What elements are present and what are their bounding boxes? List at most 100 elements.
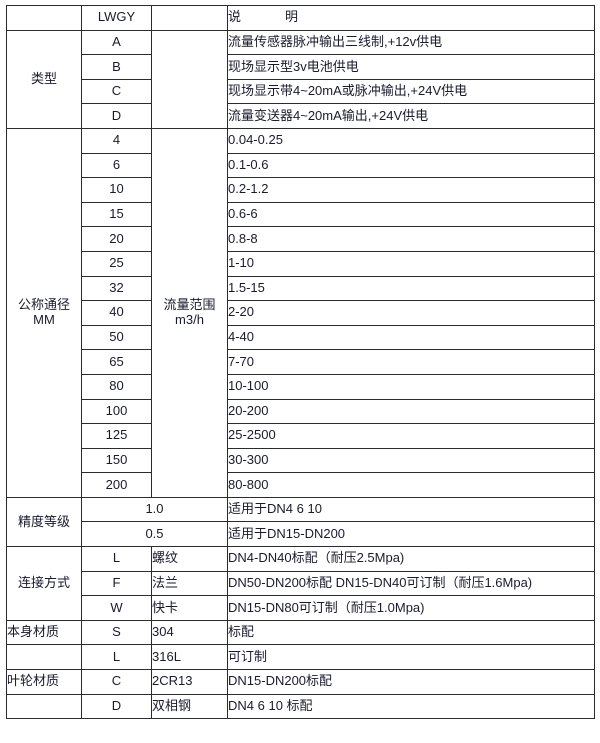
type-code-a: A <box>81 29 152 56</box>
dn-flow-125: 25-2500 <box>227 423 595 449</box>
connection-code-l: L <box>81 546 152 572</box>
section-label-type: 类型 <box>6 29 82 129</box>
impeller-material-code-c: C <box>81 669 152 695</box>
dn-code-32: 32 <box>81 275 152 302</box>
table-row: L 316L 可订制 <box>6 644 595 671</box>
type-desc-a: 流量传感器脉冲输出三线制,+12v供电 <box>227 29 595 56</box>
impeller-material-desc-c: DN15-DN200标配 <box>227 669 595 695</box>
type-code-d: D <box>81 103 152 129</box>
table-row: 32 1.5-15 <box>7 275 595 302</box>
table-row: 10 0.2-1.2 <box>7 177 595 203</box>
section-label-accuracy-grade: 精度等级 <box>6 496 82 548</box>
connection-sub-w: 快卡 <box>151 595 228 621</box>
nominal-diameter-label-line1: 公称通径 <box>17 296 70 312</box>
section-label-body-material: 本身材质 <box>6 619 82 646</box>
spec-table-container: LWGY 说明 类型 A 流量传感器脉冲输出三线制,+12v供电 B 现场显示型… <box>6 5 595 720</box>
dn-code-200: 200 <box>81 472 152 498</box>
accuracy-code-05: 0.5 <box>81 521 228 548</box>
dn-flow-6: 0.1-0.6 <box>227 152 595 179</box>
dn-flow-4: 0.04-0.25 <box>227 127 595 154</box>
header-category-cell <box>6 5 82 31</box>
impeller-material-desc-d: DN4 6 10 标配 <box>227 693 595 720</box>
section-label-nominal-diameter: 公称通径 MM <box>6 127 82 498</box>
table-row: D 双相钢 DN4 6 10 标配 <box>6 693 595 720</box>
dn-code-25: 25 <box>81 250 152 277</box>
dn-code-6: 6 <box>81 152 152 179</box>
accuracy-desc-10: 适用于DN4 6 10 <box>227 496 595 523</box>
accuracy-desc-05: 适用于DN15-DN200 <box>227 521 595 548</box>
table-row: 40 2-20 <box>7 300 595 326</box>
connection-code-f: F <box>81 570 152 597</box>
impeller-material-code-d: D <box>81 693 152 720</box>
dn-flow-150: 30-300 <box>227 447 595 474</box>
type-code-c: C <box>81 78 152 105</box>
dn-flow-100: 20-200 <box>227 398 595 425</box>
dn-flow-200: 80-800 <box>227 472 595 498</box>
body-material-desc-s: 标配 <box>227 619 595 646</box>
dn-code-50: 50 <box>81 324 152 351</box>
type-desc-d: 流量变送器4~20mA输出,+24V供电 <box>227 103 595 129</box>
type-desc-b: 现场显示型3v电池供电 <box>227 54 595 80</box>
header-model-cell: LWGY <box>81 5 152 31</box>
body-material-label-empty <box>6 644 82 671</box>
impeller-material-sub-d: 双相钢 <box>151 693 228 720</box>
body-material-sub-l: 316L <box>151 644 228 671</box>
section-label-connection-type: 连接方式 <box>6 546 82 621</box>
connection-sub-f: 法兰 <box>151 570 228 597</box>
specification-table: LWGY 说明 类型 A 流量传感器脉冲输出三线制,+12v供电 B 现场显示型… <box>6 5 595 720</box>
table-row: 类型 A 流量传感器脉冲输出三线制,+12v供电 <box>6 29 595 129</box>
table-row: 精度等级 1.0 适用于DN4 6 10 <box>6 496 595 548</box>
type-code-b: B <box>81 54 152 80</box>
table-row: C 现场显示带4~20mA或脉冲输出,+24V供电 <box>7 78 595 105</box>
dn-code-125: 125 <box>81 423 152 449</box>
table-header-row: LWGY 说明 <box>6 5 595 31</box>
dn-code-20: 20 <box>81 226 152 252</box>
table-row: 100 20-200 <box>7 398 595 425</box>
table-row: 叶轮材质 C 2CR13 DN15-DN200标配 <box>6 669 595 695</box>
connection-code-w: W <box>81 595 152 621</box>
body-material-code-s: S <box>81 619 152 646</box>
dn-flow-15: 0.6-6 <box>227 201 595 228</box>
dn-flow-65: 7-70 <box>227 349 595 375</box>
table-row: W 快卡 DN15-DN80可订制（耐压1.0Mpa) <box>7 595 595 621</box>
dn-code-100: 100 <box>81 398 152 425</box>
table-row: 65 7-70 <box>7 349 595 375</box>
flow-range-label-line2: m3/h <box>175 311 204 327</box>
table-row: 0.5 适用于DN15-DN200 <box>7 521 595 548</box>
table-row: 80 10-100 <box>7 373 595 400</box>
section-label-flow-range: 流量范围 m3/h <box>151 127 228 498</box>
table-row: D 流量变送器4~20mA输出,+24V供电 <box>7 103 595 129</box>
dn-flow-32: 1.5-15 <box>227 275 595 302</box>
dn-flow-20: 0.8-8 <box>227 226 595 252</box>
dn-flow-40: 2-20 <box>227 300 595 326</box>
dn-code-40: 40 <box>81 300 152 326</box>
impeller-material-sub-c: 2CR13 <box>151 669 228 695</box>
type-sub-blank <box>151 29 228 129</box>
table-row: 本身材质 S 304 标配 <box>6 619 595 646</box>
table-row: B 现场显示型3v电池供电 <box>7 54 595 80</box>
table-row: 25 1-10 <box>7 250 595 277</box>
table-row: 15 0.6-6 <box>7 201 595 228</box>
connection-sub-l: 螺纹 <box>151 546 228 572</box>
dn-code-10: 10 <box>81 177 152 203</box>
dn-code-4: 4 <box>81 127 152 154</box>
header-desc-char1: 说 <box>228 9 242 25</box>
section-label-impeller-material: 叶轮材质 <box>6 669 82 695</box>
table-row: 50 4-40 <box>7 324 595 351</box>
header-sub-cell <box>151 5 228 31</box>
header-description-cell: 说明 <box>227 5 595 31</box>
body-material-code-l: L <box>81 644 152 671</box>
table-row: 20 0.8-8 <box>7 226 595 252</box>
table-row: 6 0.1-0.6 <box>7 152 595 179</box>
dn-flow-80: 10-100 <box>227 373 595 400</box>
header-desc-char2: 明 <box>285 9 299 25</box>
flow-range-label-line1: 流量范围 <box>163 296 216 312</box>
connection-desc-w: DN15-DN80可订制（耐压1.0Mpa) <box>227 595 595 621</box>
table-row: 125 25-2500 <box>7 423 595 449</box>
dn-code-15: 15 <box>81 201 152 228</box>
dn-code-65: 65 <box>81 349 152 375</box>
dn-flow-50: 4-40 <box>227 324 595 351</box>
connection-desc-f: DN50-DN200标配 DN15-DN40可订制（耐压1.6Mpa) <box>227 570 595 597</box>
connection-desc-l: DN4-DN40标配（耐压2.5Mpa) <box>227 546 595 572</box>
type-desc-c: 现场显示带4~20mA或脉冲输出,+24V供电 <box>227 78 595 105</box>
